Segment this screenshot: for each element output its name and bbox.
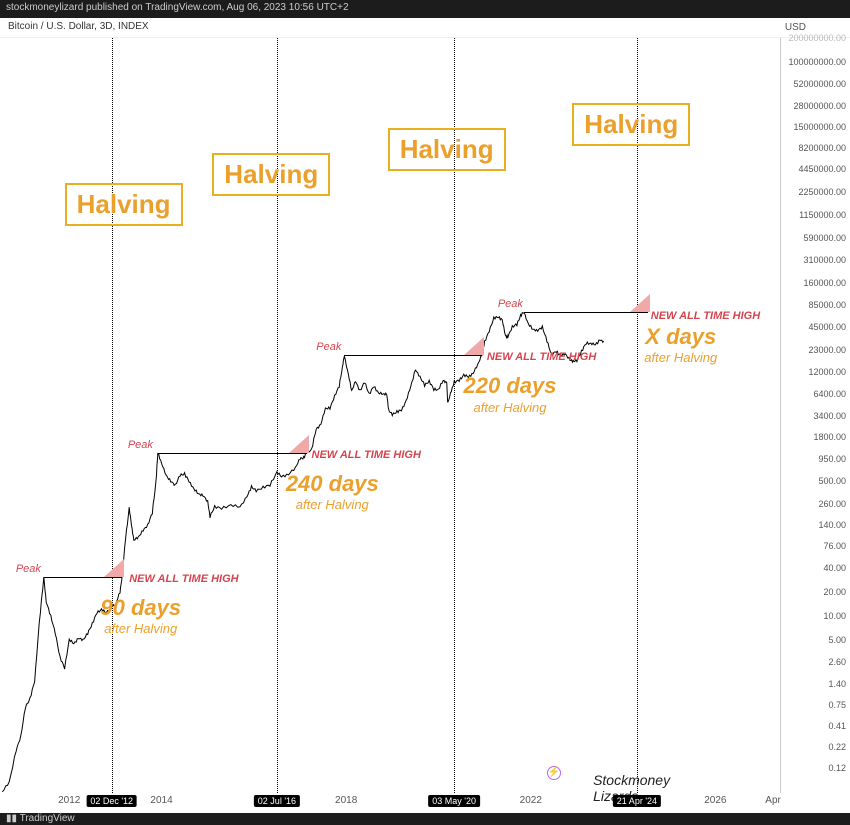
publish-text: stockmoneylizard published on TradingVie… [6,2,349,13]
y-tick: 310000.00 [803,255,846,265]
y-tick: 85000.00 [808,300,846,310]
x-tick: 2026 [704,795,726,806]
y-tick: 140.00 [818,520,846,530]
halving-line [637,38,638,793]
peak-label: Peak [498,298,523,310]
y-tick: 260.00 [818,499,846,509]
x-tick: 02 Jul '16 [254,795,300,807]
y-tick: 10.00 [823,611,846,621]
y-tick: 52000000.00 [793,79,846,89]
y-tick: 590000.00 [803,233,846,243]
x-tick: 2014 [150,795,172,806]
halving-label: Halving [212,153,330,196]
y-tick: 28000000.00 [793,101,846,111]
breakout-triangle [630,292,652,314]
days-annotation: 240 daysafter Halving [286,471,379,513]
x-tick: 21 Apr '24 [613,795,661,807]
bolt-icon[interactable]: ⚡ [547,766,561,780]
y-tick: 8200000.00 [798,143,846,153]
y-tick: 500.00 [818,476,846,486]
y-tick: 2.60 [828,657,846,667]
y-tick: 5.00 [828,635,846,645]
y-tick: 0.22 [828,742,846,752]
publish-header: stockmoneylizard published on TradingVie… [0,0,850,18]
chart-area[interactable]: Halving Halving Halving Halving NEW ALL TIME… [0,38,780,793]
x-tick: 03 May '20 [428,795,480,807]
breakout-triangle [104,557,126,579]
y-tick: 12000.00 [808,367,846,377]
y-tick: 6400.00 [813,389,846,399]
y-tick: 200000000.00 [788,33,846,43]
peak-line [344,355,482,356]
breakout-triangle [289,433,311,455]
y-tick: 76.00 [823,541,846,551]
peak-label: Peak [316,341,341,353]
y-tick: 40.00 [823,563,846,573]
y-tick: 4450000.00 [798,164,846,174]
halving-line [112,38,113,793]
ath-label: NEW ALL TIME HIGH [312,449,421,461]
chart-title: Bitcoin / U.S. Dollar, 3D, INDEX [0,18,850,38]
y-tick: 1.40 [828,679,846,689]
halving-label: Halving [65,183,183,226]
y-tick: 950.00 [818,454,846,464]
y-tick: 100000000.00 [788,57,846,67]
x-tick: 2022 [520,795,542,806]
x-axis[interactable]: 2012 02 Dec '12 2014 02 Jul '16 2018 03 May '… [0,793,780,813]
y-tick: 0.12 [828,763,846,773]
x-tick: Apr [765,795,781,806]
x-tick: 2012 [58,795,80,806]
x-tick: 2018 [335,795,357,806]
y-tick: 20.00 [823,587,846,597]
y-tick: 15000000.00 [793,122,846,132]
halving-label: Halving [572,103,690,146]
ath-label: NEW ALL TIME HIGH [487,351,596,363]
yaxis-title: USD [785,22,806,33]
y-axis[interactable]: 200000000.00100000000.0052000000.0028000… [780,38,850,793]
y-tick: 3400.00 [813,411,846,421]
y-tick: 1800.00 [813,432,846,442]
days-annotation: 220 daysafter Halving [464,373,557,415]
ath-label: NEW ALL TIME HIGH [129,573,238,585]
footer: ▮▮ TradingView [0,813,850,825]
breakout-triangle [464,335,486,357]
y-tick: 2250000.00 [798,187,846,197]
halving-label: Halving [388,128,506,171]
days-annotation: 90 daysafter Halving [100,595,181,637]
peak-label: Peak [128,439,153,451]
y-tick: 160000.00 [803,278,846,288]
ath-label: NEW ALL TIME HIGH [651,310,760,322]
y-tick: 1150000.00 [799,210,846,220]
y-tick: 23000.00 [808,345,846,355]
halving-line [277,38,278,793]
x-tick: 02 Dec '12 [86,795,137,807]
y-tick: 0.41 [828,721,846,731]
days-annotation: X daysafter Halving [644,324,717,366]
peak-line [158,453,307,454]
y-tick: 45000.00 [808,322,846,332]
peak-label: Peak [16,563,41,575]
y-tick: 0.75 [828,700,846,710]
tradingview-logo: ▮▮ TradingView [6,813,75,824]
